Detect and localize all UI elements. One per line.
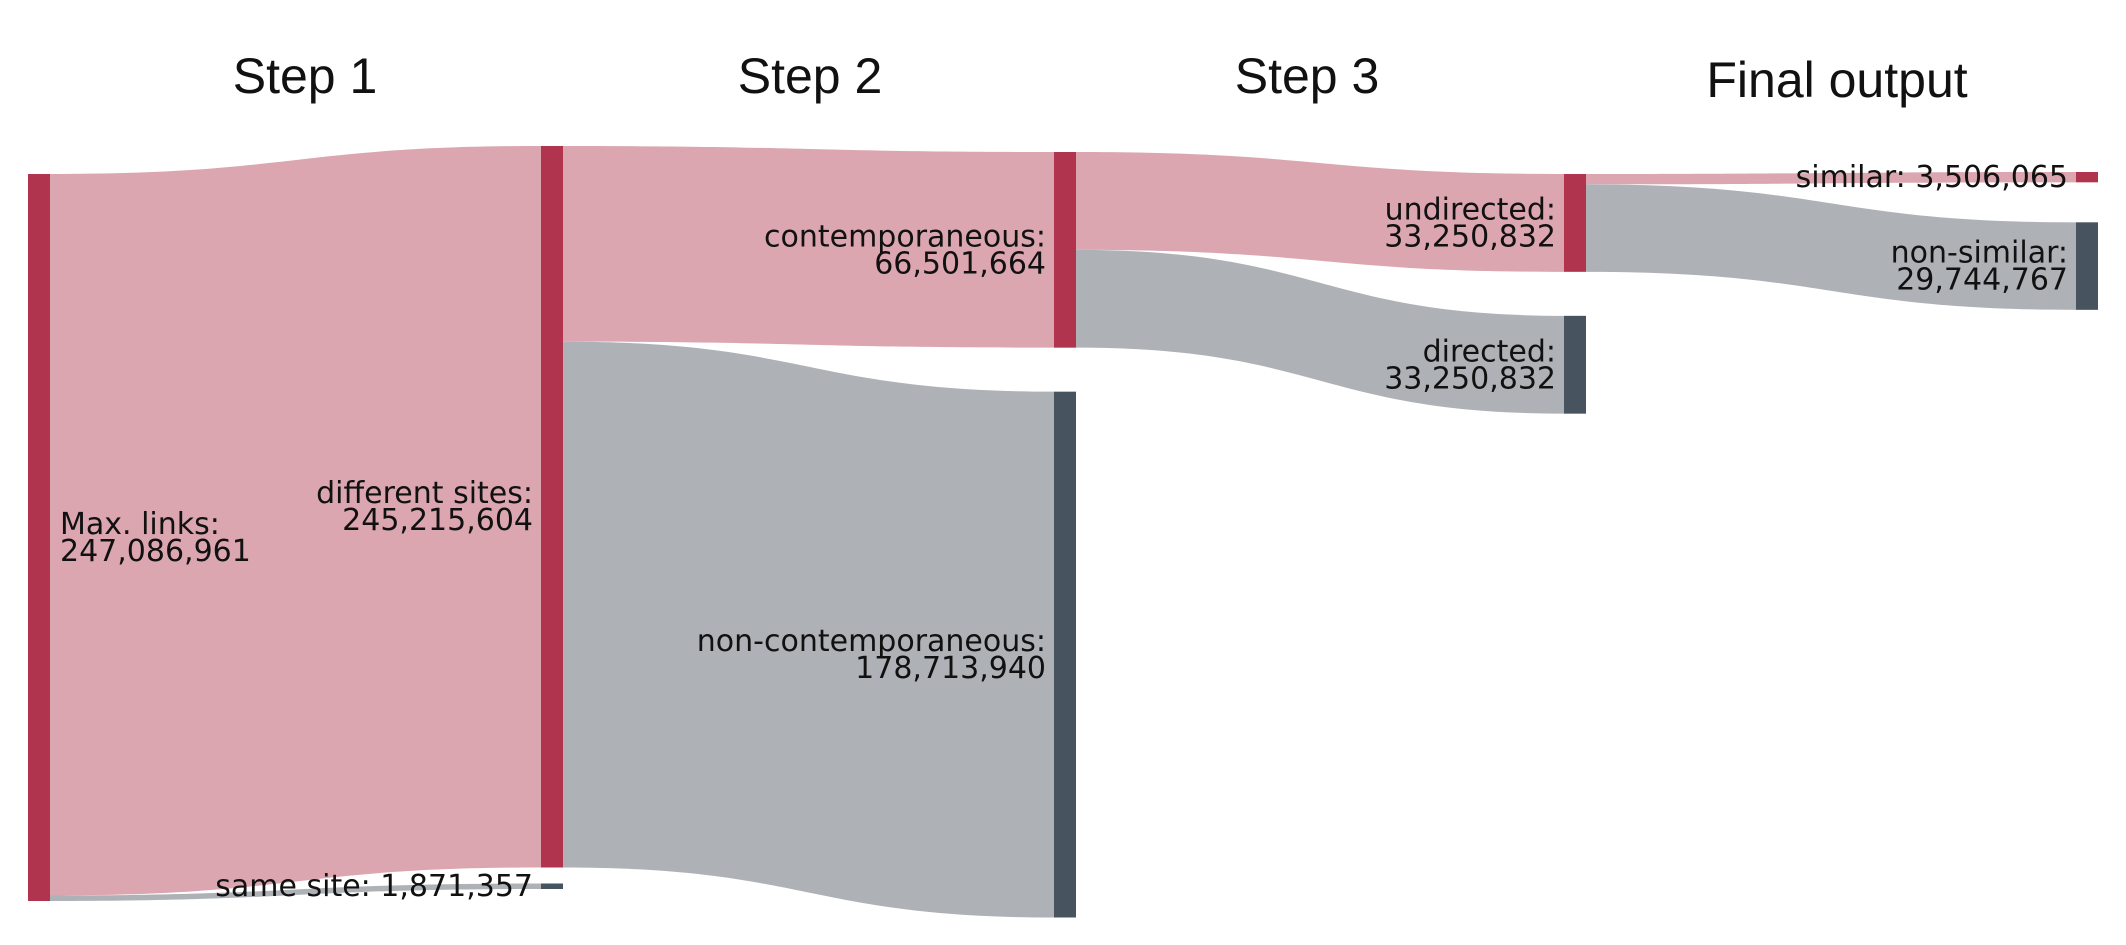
- label-max_links-name: Max. links:: [60, 507, 220, 542]
- node-directed: [1564, 315, 1586, 414]
- step-title-3: Step 3: [1235, 48, 1380, 104]
- nodes-layer: [28, 146, 2098, 918]
- label-non_similar-name: non-similar:: [1891, 236, 2068, 271]
- label-directed: directed: 33,250,832: [1384, 334, 1556, 396]
- node-max_links: [28, 174, 50, 901]
- link-contemporaneous-to-directed: [1076, 249, 1564, 414]
- node-similar: [2076, 172, 2098, 183]
- label-non_similar: non-similar: 29,744,767: [1891, 236, 2068, 298]
- link-max_links-to-different_sites: [50, 146, 541, 896]
- label-directed-name: directed:: [1423, 334, 1556, 369]
- link-different_sites-to-contemporaneous: [563, 146, 1054, 348]
- label-contemporaneous-value: 66,501,664: [874, 246, 1046, 281]
- node-non_contemporaneous: [1054, 391, 1076, 918]
- label-non_contemporaneous-name: non-contemporaneous:: [697, 624, 1046, 659]
- node-non_similar: [2076, 222, 2098, 310]
- label-non_contemporaneous: non-contemporaneous: 178,713,940: [697, 624, 1046, 686]
- label-undirected: undirected: 33,250,832: [1384, 192, 1556, 254]
- label-max_links: Max. links: 247,086,961: [60, 507, 251, 569]
- label-max_links-value: 247,086,961: [60, 534, 251, 569]
- node-same_site: [541, 883, 563, 889]
- link-contemporaneous-to-undirected: [1076, 152, 1564, 272]
- label-same_site: same site: 1,871,357: [215, 869, 533, 904]
- link-max_links-to-same_site: [50, 883, 541, 901]
- label-contemporaneous: contemporaneous: 66,501,664: [764, 219, 1046, 281]
- label-similar-name: similar: 3,506,065: [1796, 160, 2068, 195]
- label-same_site-name: same site: 1,871,357: [215, 869, 533, 904]
- step-titles: Step 1 Step 2 Step 3 Final output: [233, 48, 1968, 108]
- label-non_contemporaneous-value: 178,713,940: [855, 651, 1046, 686]
- link-undirected-to-similar: [1586, 172, 2076, 185]
- links-layer: [50, 146, 2076, 918]
- label-undirected-name: undirected:: [1385, 192, 1556, 227]
- node-different_sites: [541, 146, 563, 868]
- label-similar: similar: 3,506,065: [1796, 160, 2068, 195]
- link-different_sites-to-non_contemporaneous: [563, 341, 1054, 918]
- node-contemporaneous: [1054, 152, 1076, 348]
- label-directed-value: 33,250,832: [1384, 361, 1556, 396]
- label-different_sites-name: different sites:: [316, 476, 533, 511]
- label-non_similar-value: 29,744,767: [1896, 263, 2068, 298]
- node-undirected: [1564, 174, 1586, 272]
- label-undirected-value: 33,250,832: [1384, 219, 1556, 254]
- label-contemporaneous-name: contemporaneous:: [764, 219, 1046, 254]
- label-different_sites: different sites: 245,215,604: [316, 476, 533, 538]
- link-undirected-to-non_similar: [1586, 184, 2076, 310]
- step-title-4: Final output: [1706, 52, 1967, 108]
- step-title-1: Step 1: [233, 48, 378, 104]
- step-title-2: Step 2: [738, 48, 883, 104]
- label-different_sites-value: 245,215,604: [342, 503, 533, 538]
